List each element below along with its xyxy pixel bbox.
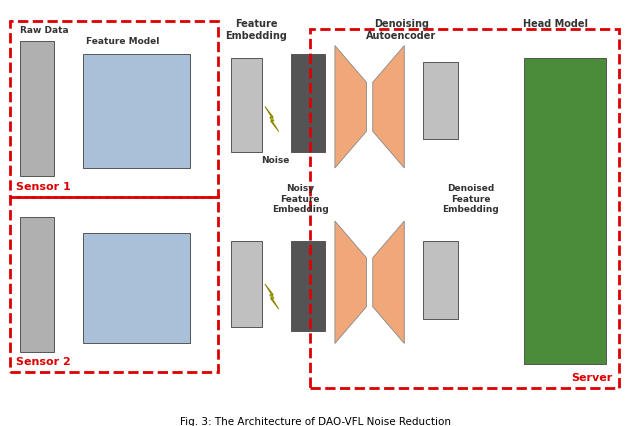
Polygon shape (373, 46, 404, 168)
Bar (83, 233, 190, 343)
Bar (231, 242, 262, 327)
Text: Server: Server (571, 374, 612, 383)
Text: Head Model: Head Model (523, 19, 588, 29)
Bar (231, 58, 262, 152)
Bar (423, 62, 458, 139)
Bar (20, 41, 54, 176)
Bar (291, 54, 325, 152)
Bar (524, 58, 606, 364)
Bar (20, 217, 54, 351)
Text: Fig. 3: The Architecture of DAO-VFL Noise Reduction: Fig. 3: The Architecture of DAO-VFL Nois… (181, 417, 451, 426)
Text: Sensor 2: Sensor 2 (16, 357, 71, 367)
Text: Sensor 1: Sensor 1 (16, 181, 71, 192)
Bar (10, 196, 218, 372)
Text: Feature
Embedding: Feature Embedding (225, 19, 287, 40)
Polygon shape (335, 46, 367, 168)
Polygon shape (265, 106, 279, 132)
Bar (291, 242, 325, 331)
Bar (310, 29, 619, 389)
Polygon shape (265, 284, 279, 309)
Bar (83, 54, 190, 168)
Text: Denoising
Autoencoder: Denoising Autoencoder (366, 19, 436, 40)
Text: Noise: Noise (261, 156, 289, 165)
Bar (423, 242, 458, 319)
Text: Raw Data: Raw Data (20, 26, 68, 35)
Text: Noisy
Feature
Embedding: Noisy Feature Embedding (272, 184, 329, 214)
Text: Feature Model: Feature Model (86, 37, 159, 46)
Polygon shape (373, 221, 404, 343)
Bar (10, 21, 218, 196)
Polygon shape (335, 221, 367, 343)
Text: Denoised
Feature
Embedding: Denoised Feature Embedding (442, 184, 499, 214)
